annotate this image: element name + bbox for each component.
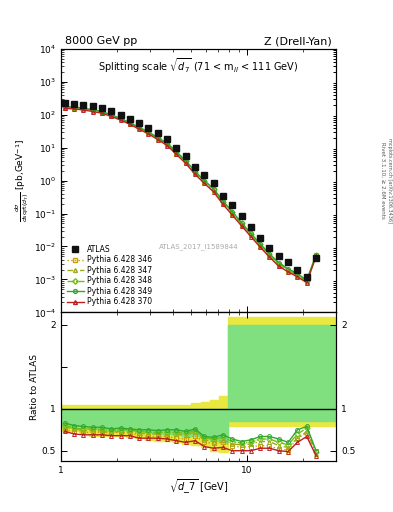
Text: Z (Drell-Yan): Z (Drell-Yan) [264, 36, 332, 46]
Text: Rivet 3.1.10, ≥ 2.6M events: Rivet 3.1.10, ≥ 2.6M events [381, 142, 386, 219]
Text: mcplots.cern.ch [arXiv:1306.3436]: mcplots.cern.ch [arXiv:1306.3436] [387, 138, 391, 223]
Text: Splitting scale $\sqrt{d_7}$ (71 < m$_{ll}$ < 111 GeV): Splitting scale $\sqrt{d_7}$ (71 < m$_{l… [98, 56, 299, 75]
X-axis label: $\sqrt{d\_7}$ [GeV]: $\sqrt{d\_7}$ [GeV] [169, 477, 228, 496]
Text: 8000 GeV pp: 8000 GeV pp [65, 36, 137, 46]
Y-axis label: $\frac{d\sigma}{d\mathrm{sqrt}(d_7)}$ [pb,GeV$^{-1}$]: $\frac{d\sigma}{d\mathrm{sqrt}(d_7)}$ [p… [13, 139, 31, 222]
Text: ATLAS_2017_I1589844: ATLAS_2017_I1589844 [159, 243, 238, 250]
Y-axis label: Ratio to ATLAS: Ratio to ATLAS [30, 354, 39, 420]
Legend: ATLAS, Pythia 6.428 346, Pythia 6.428 347, Pythia 6.428 348, Pythia 6.428 349, P: ATLAS, Pythia 6.428 346, Pythia 6.428 34… [65, 242, 154, 309]
